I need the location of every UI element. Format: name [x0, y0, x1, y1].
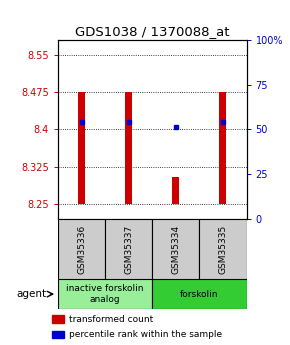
Text: GSM35336: GSM35336 [77, 225, 86, 274]
Bar [200, 219, 246, 279]
Bar [52, 331, 64, 338]
Text: forskolin: forskolin [180, 289, 219, 299]
Bar [152, 279, 246, 309]
Bar [78, 92, 85, 204]
Bar [58, 279, 152, 309]
Text: percentile rank within the sample: percentile rank within the sample [69, 330, 222, 339]
Bar [172, 177, 179, 204]
Text: transformed count: transformed count [69, 315, 153, 324]
Text: inactive forskolin
analog: inactive forskolin analog [66, 284, 144, 304]
Bar [105, 219, 152, 279]
Text: GSM35334: GSM35334 [171, 225, 180, 274]
Bar [52, 315, 64, 323]
Text: GSM35335: GSM35335 [218, 225, 227, 274]
Title: GDS1038 / 1370088_at: GDS1038 / 1370088_at [75, 26, 229, 39]
Bar [58, 219, 105, 279]
Bar [125, 92, 132, 204]
Text: GSM35337: GSM35337 [124, 225, 133, 274]
Bar [152, 219, 200, 279]
Text: agent: agent [16, 289, 46, 299]
Bar [220, 92, 226, 204]
